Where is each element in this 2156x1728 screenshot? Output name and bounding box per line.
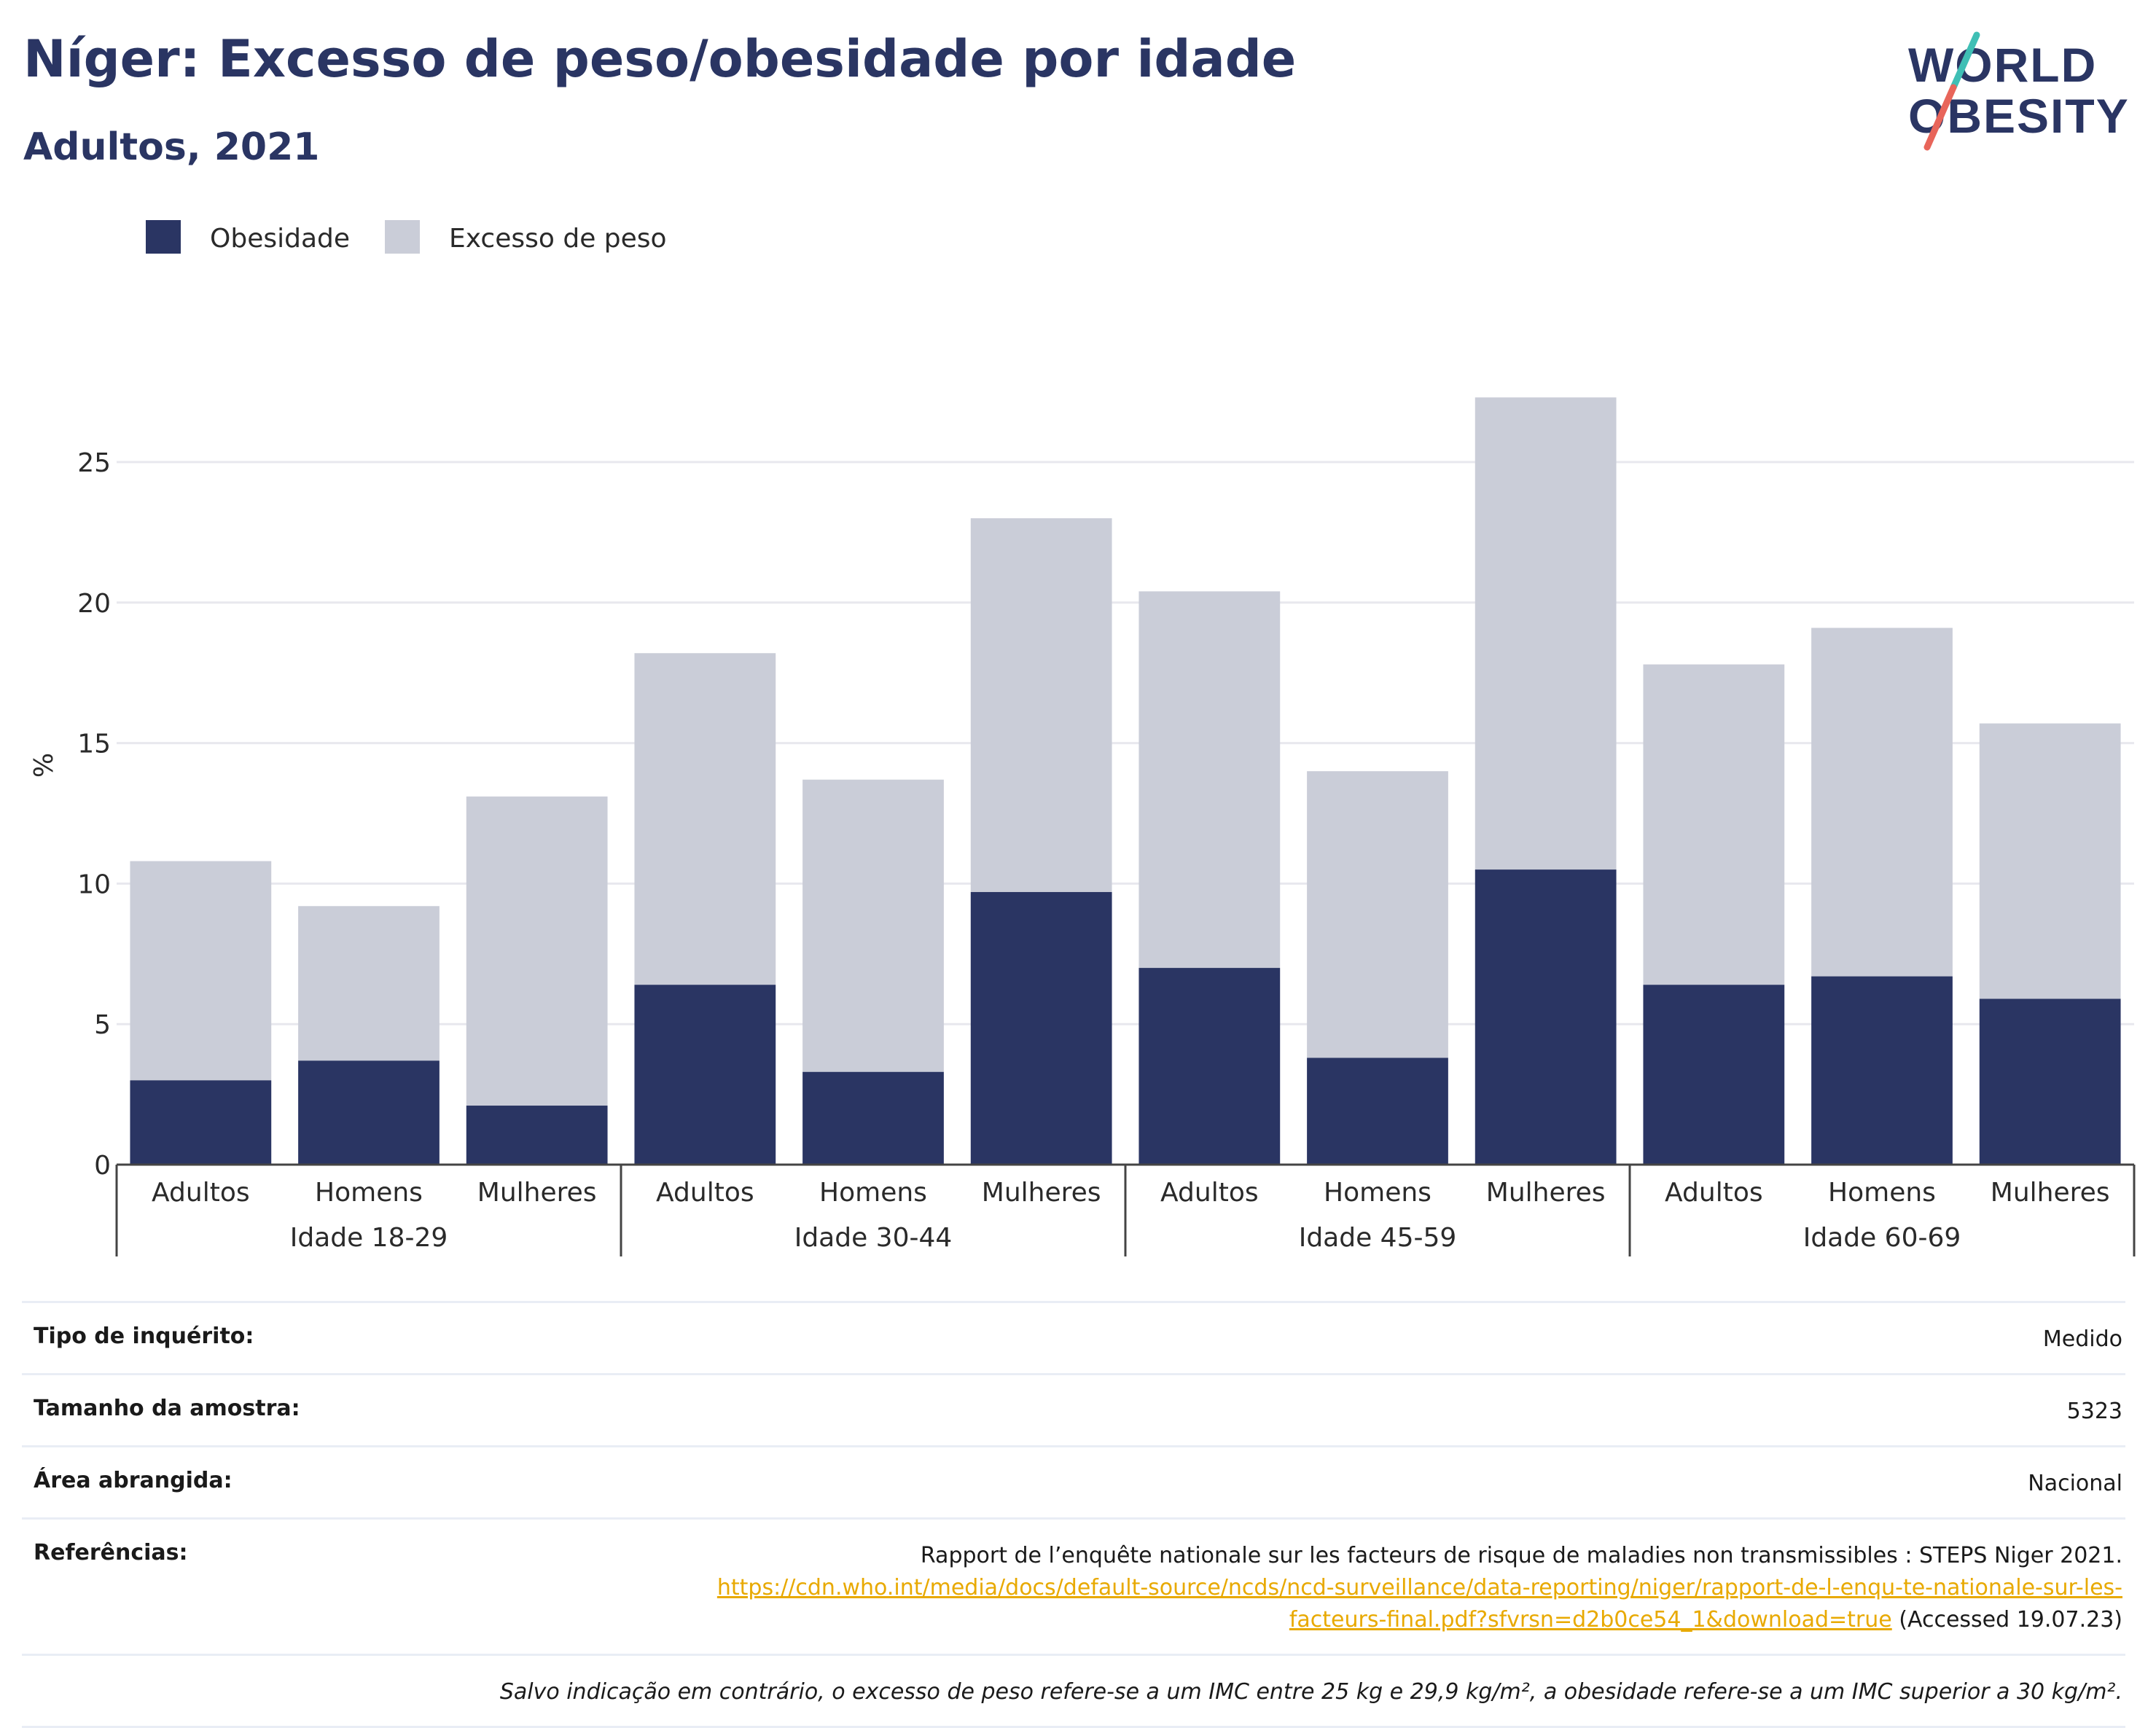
y-tick-label: 15 (77, 730, 111, 759)
bar-obesidade (1475, 869, 1617, 1165)
bar-obesidade (1307, 1057, 1448, 1165)
legend-label-excesso: Excesso de peso (449, 224, 667, 254)
group-label: Idade 30-44 (794, 1223, 953, 1253)
x-tick-label: Homens (1828, 1178, 1936, 1208)
x-tick-label: Mulheres (1486, 1178, 1606, 1208)
bar-obesidade (1138, 968, 1281, 1165)
bar-excesso-de-peso (298, 906, 440, 1061)
info-value: Medido (544, 1301, 2125, 1375)
chart-subtitle: Adultos, 2021 (23, 125, 320, 169)
x-tick-label: Adultos (1160, 1178, 1259, 1208)
info-row-references: Referências: Rapport de l’enquête nation… (22, 1517, 2125, 1655)
bars (130, 397, 2121, 1165)
bar-obesidade (802, 1071, 944, 1165)
bar-excesso-de-peso (1475, 397, 1617, 870)
x-tick-label: Mulheres (477, 1178, 597, 1208)
y-tick-label: 20 (77, 589, 111, 619)
logo-text-world: WORLD (1908, 38, 2097, 92)
bar-excesso-de-peso (634, 653, 776, 985)
y-axis-ticks: 0 5 10 15 20 25 (77, 448, 111, 1181)
reference-accessed: (Accessed 19.07.23) (1891, 1607, 2122, 1633)
x-tick-label: Homens (315, 1178, 423, 1208)
info-label: Tipo de inquérito: (22, 1301, 544, 1375)
references-value: Rapport de l’enquête nationale sur les f… (544, 1517, 2125, 1655)
group-label: Idade 60-69 (1803, 1223, 1961, 1253)
x-tick-label: Homens (1324, 1178, 1432, 1208)
info-row-note: Salvo indicação em contrário, o excesso … (22, 1654, 2125, 1728)
y-axis-label: % (29, 753, 59, 778)
bar-excesso-de-peso (1643, 664, 1785, 985)
bar-obesidade (634, 985, 776, 1165)
info-row-sample-size: Tamanho da amostra: 5323 (22, 1373, 2125, 1447)
bar-excesso-de-peso (130, 861, 272, 1081)
x-tick-label: Adultos (656, 1178, 754, 1208)
bar-obesidade (130, 1080, 272, 1165)
info-value: 5323 (544, 1373, 2125, 1447)
legend-label-obesidade: Obesidade (210, 224, 350, 254)
bar-obesidade (466, 1106, 608, 1165)
bar-excesso-de-peso (1979, 723, 2121, 999)
y-tick-label: 5 (94, 1010, 111, 1040)
y-tick-label: 10 (77, 869, 111, 899)
bar-obesidade (1979, 998, 2121, 1165)
logo-text-obesity: OBESITY (1908, 89, 2130, 143)
logo-slash-top (1950, 31, 1980, 91)
reference-text: Rapport de l’enquête nationale sur les f… (920, 1543, 2122, 1568)
stacked-bar-chart: Obesidade Excesso de peso % 0 5 10 15 20 25 A… (29, 220, 2136, 1256)
logo-slash-bottom (1923, 84, 1957, 151)
group-label: Idade 18-29 (290, 1223, 448, 1253)
legend-swatch-excesso (385, 220, 420, 254)
group-label: Idade 45-59 (1299, 1223, 1457, 1253)
chart-title: Níger: Excesso de peso/obesidade por ida… (23, 29, 1297, 89)
x-tick-label: Adultos (1665, 1178, 1763, 1208)
x-tick-label: Homens (819, 1178, 927, 1208)
bar-obesidade (298, 1060, 440, 1165)
chart-legend: Obesidade Excesso de peso (146, 220, 667, 254)
reference-link[interactable]: https://cdn.who.int/media/docs/default-s… (716, 1575, 2122, 1633)
bar-excesso-de-peso (802, 779, 944, 1072)
info-label: Referências: (22, 1517, 544, 1655)
bar-excesso-de-peso (1811, 628, 1953, 977)
grid-lines (117, 461, 2134, 1025)
definition-note: Salvo indicação em contrário, o excesso … (22, 1654, 2125, 1728)
bar-excesso-de-peso (1138, 591, 1281, 969)
y-tick-label: 25 (77, 448, 111, 478)
info-value: Nacional (544, 1445, 2125, 1519)
x-axis: Adultos Homens Mulheres Adultos Homens Mulher… (115, 1163, 2136, 1256)
bar-obesidade (970, 891, 1112, 1165)
bar-excesso-de-peso (466, 796, 608, 1106)
x-tick-label: Mulheres (1991, 1178, 2110, 1208)
bar-obesidade (1643, 985, 1785, 1165)
x-tick-label: Adultos (152, 1178, 250, 1208)
bar-excesso-de-peso (1307, 771, 1448, 1058)
info-label: Área abrangida: (22, 1445, 544, 1519)
legend-swatch-obesidade (146, 220, 181, 254)
world-obesity-logo: WORLD OBESITY (1908, 31, 2130, 151)
info-label: Tamanho da amostra: (22, 1373, 544, 1447)
bar-excesso-de-peso (970, 518, 1112, 892)
info-row-survey-type: Tipo de inquérito: Medido (22, 1301, 2125, 1375)
survey-info-table: Tipo de inquérito: Medido Tamanho da amo… (22, 1301, 2125, 1728)
bar-obesidade (1811, 976, 1953, 1165)
x-tick-label: Mulheres (982, 1178, 1101, 1208)
y-tick-label: 0 (94, 1151, 111, 1181)
info-row-area: Área abrangida: Nacional (22, 1445, 2125, 1519)
